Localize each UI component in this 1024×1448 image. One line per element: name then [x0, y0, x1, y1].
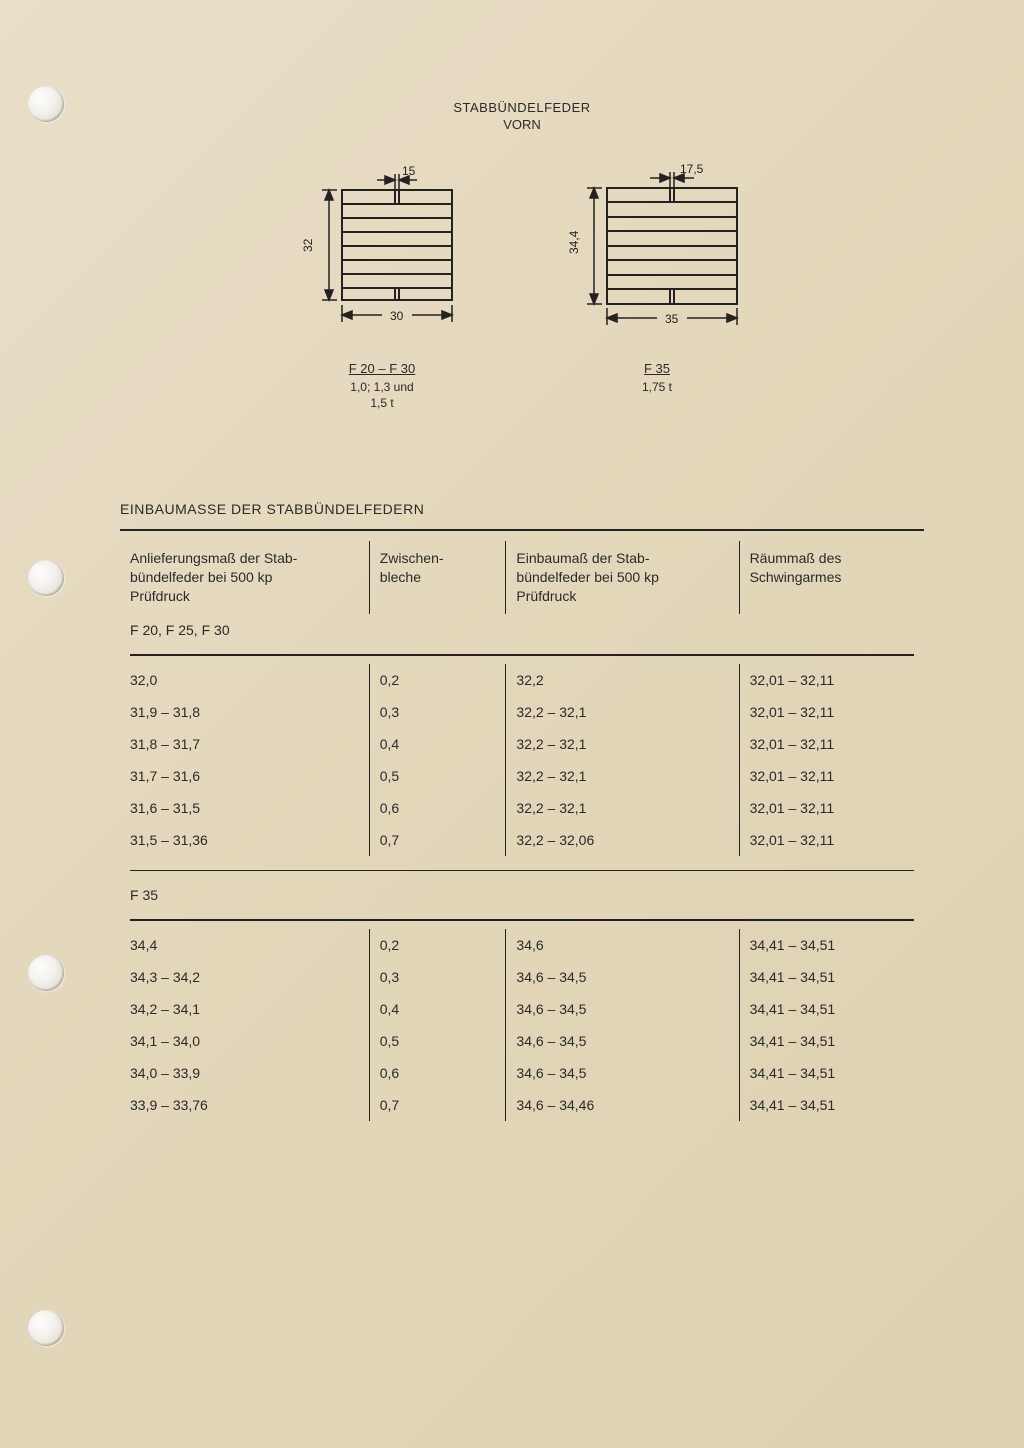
rule: [120, 529, 924, 531]
table-cell: 32,01 – 32,11: [739, 728, 924, 760]
table-cell: 34,0 – 33,9: [120, 1057, 369, 1089]
table-header-row: Anlieferungsmaß der Stab- bündelfeder be…: [120, 541, 924, 614]
table-cell: 0,6: [369, 792, 506, 824]
table-cell: 32,0: [120, 664, 369, 696]
table-cell: 34,4: [120, 929, 369, 961]
spring-cross-section-icon: 32 15: [282, 160, 482, 350]
table-cell: 33,9 – 33,76: [120, 1089, 369, 1121]
col-header: Zwischen- bleche: [369, 541, 506, 614]
table-cell: 32,01 – 32,11: [739, 792, 924, 824]
table-cell: 31,9 – 31,8: [120, 696, 369, 728]
table-cell: 0,7: [369, 824, 506, 856]
table-cell: 34,41 – 34,51: [739, 1089, 924, 1121]
col-header: Einbaumaß der Stab- bündelfeder bei 500 …: [506, 541, 739, 614]
table-cell: 0,5: [369, 760, 506, 792]
table-cell: 34,41 – 34,51: [739, 1025, 924, 1057]
table-rule: [120, 646, 924, 664]
spring-diagram-block: STABBÜNDELFEDER VORN: [120, 100, 924, 411]
table-cell: 31,8 – 31,7: [120, 728, 369, 760]
table-cell: 34,6: [506, 929, 739, 961]
dim-width-label: 35: [665, 312, 679, 326]
table-cell: 32,01 – 32,11: [739, 824, 924, 856]
table-row: 34,40,234,634,41 – 34,51: [120, 929, 924, 961]
punch-hole: [28, 955, 64, 991]
diagram-subtitle: VORN: [120, 117, 924, 132]
table-cell: 34,41 – 34,51: [739, 993, 924, 1025]
table-cell: 32,2 – 32,06: [506, 824, 739, 856]
table-row: 33,9 – 33,760,734,6 – 34,4634,41 – 34,51: [120, 1089, 924, 1121]
table-cell: 34,6 – 34,5: [506, 993, 739, 1025]
table-cell: 34,41 – 34,51: [739, 1057, 924, 1089]
table-cell: 34,3 – 34,2: [120, 961, 369, 993]
punch-hole: [28, 86, 64, 122]
table-cell: 31,5 – 31,36: [120, 824, 369, 856]
col-header: Räummaß des Schwingarmes: [739, 541, 924, 614]
table-cell: 34,6 – 34,5: [506, 1025, 739, 1057]
table-cell: 32,01 – 32,11: [739, 760, 924, 792]
table-cell: 32,01 – 32,11: [739, 696, 924, 728]
table-cell: 0,3: [369, 696, 506, 728]
dim-top-label: 17,5: [680, 162, 704, 176]
table-cell: 0,3: [369, 961, 506, 993]
table-cell: 31,6 – 31,5: [120, 792, 369, 824]
table-cell: 0,4: [369, 993, 506, 1025]
table-row: 31,5 – 31,360,732,2 – 32,0632,01 – 32,11: [120, 824, 924, 856]
table-cell: 0,7: [369, 1089, 506, 1121]
table-row: 31,8 – 31,70,432,2 – 32,132,01 – 32,11: [120, 728, 924, 760]
diagram-title: STABBÜNDELFEDER: [120, 100, 924, 115]
table-cell: 32,2 – 32,1: [506, 792, 739, 824]
table-cell: 32,2: [506, 664, 739, 696]
table-rule: [120, 911, 924, 929]
table-cell: 34,6 – 34,5: [506, 1057, 739, 1089]
table-cell: 31,7 – 31,6: [120, 760, 369, 792]
dim-width-label: 30: [390, 309, 404, 323]
table-cell: 32,01 – 32,11: [739, 664, 924, 696]
table-cell: 34,6 – 34,46: [506, 1089, 739, 1121]
punch-hole: [28, 1310, 64, 1346]
table-cell: 0,2: [369, 664, 506, 696]
dim-top-label: 15: [402, 164, 416, 178]
spring-diagram-left: 32 15: [282, 160, 482, 411]
spring-diagram-right: 34,4 17,5: [552, 160, 762, 411]
table-section-title: EINBAUMASSE DER STABBÜNDELFEDERN: [120, 501, 924, 517]
table-row: 32,00,232,232,01 – 32,11: [120, 664, 924, 696]
dim-height-label: 32: [301, 238, 315, 252]
punch-hole: [28, 560, 64, 596]
table-cell: 32,2 – 32,1: [506, 760, 739, 792]
table-cell: 0,5: [369, 1025, 506, 1057]
table-row: 34,3 – 34,20,334,6 – 34,534,41 – 34,51: [120, 961, 924, 993]
table-cell: 0,6: [369, 1057, 506, 1089]
table-cell: 34,2 – 34,1: [120, 993, 369, 1025]
table-row: 31,7 – 31,60,532,2 – 32,132,01 – 32,11: [120, 760, 924, 792]
table-cell: 32,2 – 32,1: [506, 696, 739, 728]
diagram-capacity-label: 1,75 t: [552, 380, 762, 396]
table-group-label: F 35: [120, 879, 924, 911]
table-cell: 34,41 – 34,51: [739, 961, 924, 993]
table-row: 31,6 – 31,50,632,2 – 32,132,01 – 32,11: [120, 792, 924, 824]
table-cell: 34,1 – 34,0: [120, 1025, 369, 1057]
table-cell: 34,41 – 34,51: [739, 929, 924, 961]
table-row: 34,1 – 34,00,534,6 – 34,534,41 – 34,51: [120, 1025, 924, 1057]
table-cell: 0,4: [369, 728, 506, 760]
table-group-label: F 20, F 25, F 30: [120, 614, 924, 646]
table-row: 31,9 – 31,80,332,2 – 32,132,01 – 32,11: [120, 696, 924, 728]
col-header: Anlieferungsmaß der Stab- bündelfeder be…: [120, 541, 369, 614]
table-cell: 0,2: [369, 929, 506, 961]
diagram-capacity-label: 1,0; 1,3 und 1,5 t: [282, 380, 482, 411]
table-row: 34,2 – 34,10,434,6 – 34,534,41 – 34,51: [120, 993, 924, 1025]
dim-height-label: 34,4: [567, 230, 581, 254]
table-cell: 32,2 – 32,1: [506, 728, 739, 760]
spring-cross-section-icon: 34,4 17,5: [552, 160, 762, 350]
spring-dimension-table: Anlieferungsmaß der Stab- bündelfeder be…: [120, 541, 924, 1121]
table-cell: 34,6 – 34,5: [506, 961, 739, 993]
diagram-model-label: F 20 – F 30: [282, 361, 482, 376]
table-row: 34,0 – 33,90,634,6 – 34,534,41 – 34,51: [120, 1057, 924, 1089]
table-rule: [120, 856, 924, 879]
diagram-model-label: F 35: [552, 361, 762, 376]
